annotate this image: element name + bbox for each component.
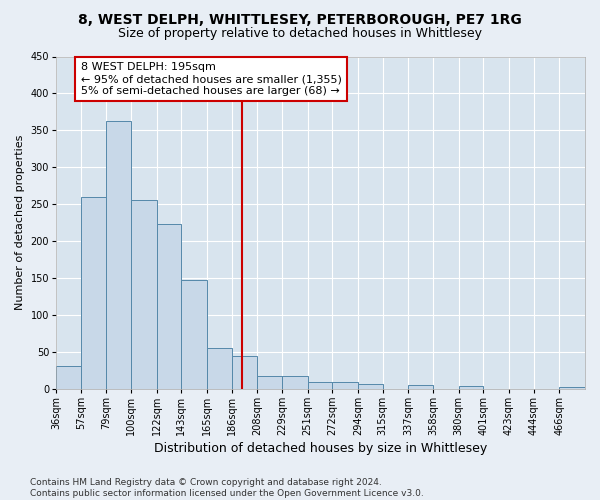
Bar — [559, 387, 585, 388]
Text: 8 WEST DELPH: 195sqm
← 95% of detached houses are smaller (1,355)
5% of semi-det: 8 WEST DELPH: 195sqm ← 95% of detached h… — [80, 62, 341, 96]
Bar — [282, 376, 308, 388]
X-axis label: Distribution of detached houses by size in Whittlesey: Distribution of detached houses by size … — [154, 442, 487, 455]
Bar — [80, 196, 106, 388]
Bar — [332, 382, 358, 388]
Bar — [131, 200, 157, 388]
Bar — [181, 280, 207, 388]
Bar — [157, 224, 181, 388]
Bar — [56, 366, 80, 388]
Bar — [106, 122, 131, 388]
Bar — [207, 348, 232, 389]
Bar — [458, 386, 483, 388]
Bar — [409, 385, 433, 388]
Y-axis label: Number of detached properties: Number of detached properties — [15, 135, 25, 310]
Bar — [358, 384, 383, 388]
Bar — [257, 376, 282, 388]
Text: 8, WEST DELPH, WHITTLESEY, PETERBOROUGH, PE7 1RG: 8, WEST DELPH, WHITTLESEY, PETERBOROUGH,… — [78, 12, 522, 26]
Bar — [308, 382, 332, 388]
Text: Contains HM Land Registry data © Crown copyright and database right 2024.
Contai: Contains HM Land Registry data © Crown c… — [30, 478, 424, 498]
Text: Size of property relative to detached houses in Whittlesey: Size of property relative to detached ho… — [118, 28, 482, 40]
Bar — [232, 356, 257, 388]
